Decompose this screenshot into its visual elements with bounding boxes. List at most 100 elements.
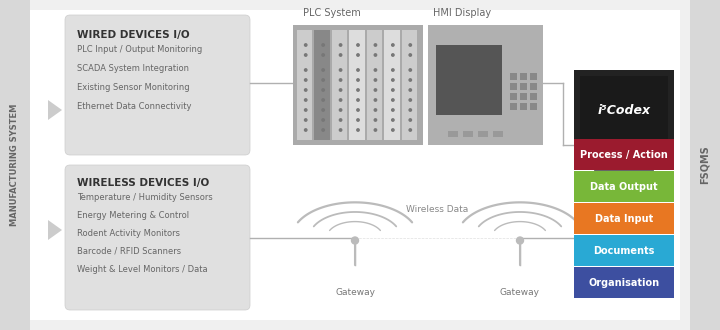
Bar bbox=[510, 73, 517, 80]
Circle shape bbox=[374, 79, 377, 81]
Text: Process / Action: Process / Action bbox=[580, 150, 668, 160]
Circle shape bbox=[409, 89, 412, 91]
Bar bbox=[574, 139, 674, 170]
Bar bbox=[530, 73, 537, 80]
Circle shape bbox=[409, 69, 412, 71]
Circle shape bbox=[392, 69, 394, 71]
Circle shape bbox=[322, 129, 324, 131]
Bar bbox=[520, 103, 527, 110]
Circle shape bbox=[357, 129, 359, 131]
Bar bbox=[530, 103, 537, 110]
Circle shape bbox=[322, 79, 324, 81]
Circle shape bbox=[374, 99, 377, 101]
Bar bbox=[478, 131, 488, 137]
Circle shape bbox=[392, 99, 394, 101]
Circle shape bbox=[339, 119, 342, 121]
Ellipse shape bbox=[594, 163, 654, 177]
Circle shape bbox=[392, 79, 394, 81]
Circle shape bbox=[339, 89, 342, 91]
Polygon shape bbox=[647, 155, 661, 175]
Circle shape bbox=[374, 129, 377, 131]
Circle shape bbox=[516, 237, 523, 244]
Bar bbox=[366, 30, 382, 140]
Circle shape bbox=[305, 99, 307, 101]
Circle shape bbox=[409, 109, 412, 111]
Text: Ethernet Data Connectivity: Ethernet Data Connectivity bbox=[77, 102, 192, 111]
Circle shape bbox=[305, 44, 307, 46]
Bar bbox=[574, 203, 674, 234]
Text: HMI Display: HMI Display bbox=[433, 8, 491, 18]
Text: Data Input: Data Input bbox=[595, 214, 653, 224]
Circle shape bbox=[305, 54, 307, 56]
Circle shape bbox=[409, 99, 412, 101]
Bar bbox=[510, 103, 517, 110]
Bar bbox=[520, 93, 527, 100]
Text: Temperature / Humidity Sensors: Temperature / Humidity Sensors bbox=[77, 193, 212, 202]
Bar bbox=[448, 131, 458, 137]
Bar bbox=[315, 30, 330, 140]
Text: Wireless Data: Wireless Data bbox=[406, 206, 468, 214]
Text: Gateway: Gateway bbox=[500, 288, 540, 297]
Text: Weight & Level Monitors / Data: Weight & Level Monitors / Data bbox=[77, 265, 207, 274]
Circle shape bbox=[374, 119, 377, 121]
Bar bbox=[530, 83, 537, 90]
Circle shape bbox=[339, 79, 342, 81]
Bar bbox=[297, 30, 312, 140]
Circle shape bbox=[351, 237, 359, 244]
Circle shape bbox=[374, 44, 377, 46]
Text: Rodent Activity Monitors: Rodent Activity Monitors bbox=[77, 229, 180, 238]
Circle shape bbox=[374, 89, 377, 91]
Circle shape bbox=[339, 99, 342, 101]
Circle shape bbox=[374, 69, 377, 71]
Polygon shape bbox=[48, 100, 62, 120]
Text: FSQMS: FSQMS bbox=[700, 146, 710, 184]
Circle shape bbox=[339, 54, 342, 56]
Bar bbox=[510, 93, 517, 100]
Bar bbox=[520, 83, 527, 90]
Circle shape bbox=[409, 129, 412, 131]
Bar bbox=[574, 235, 674, 266]
Circle shape bbox=[322, 89, 324, 91]
Text: PLC System: PLC System bbox=[303, 8, 361, 18]
Circle shape bbox=[409, 44, 412, 46]
Bar bbox=[510, 83, 517, 90]
Bar bbox=[579, 173, 659, 185]
Circle shape bbox=[392, 119, 394, 121]
Text: SCADA System Integration: SCADA System Integration bbox=[77, 64, 189, 73]
Text: MANUFACTURING SYSTEM: MANUFACTURING SYSTEM bbox=[11, 104, 19, 226]
Ellipse shape bbox=[659, 174, 673, 184]
Bar bbox=[493, 131, 503, 137]
Bar bbox=[463, 131, 473, 137]
Bar bbox=[520, 73, 527, 80]
Text: Barcode / RFID Scanners: Barcode / RFID Scanners bbox=[77, 247, 181, 256]
Circle shape bbox=[357, 79, 359, 81]
Text: i⁵Codex: i⁵Codex bbox=[598, 104, 651, 116]
Circle shape bbox=[322, 99, 324, 101]
Circle shape bbox=[305, 79, 307, 81]
Circle shape bbox=[339, 129, 342, 131]
Bar bbox=[384, 30, 400, 140]
Circle shape bbox=[357, 119, 359, 121]
Bar bbox=[0, 0, 30, 330]
Bar bbox=[530, 93, 537, 100]
Circle shape bbox=[322, 54, 324, 56]
Text: Documents: Documents bbox=[593, 246, 654, 256]
Bar bbox=[332, 30, 347, 140]
Circle shape bbox=[305, 119, 307, 121]
Circle shape bbox=[357, 99, 359, 101]
Text: Organisation: Organisation bbox=[588, 278, 660, 288]
Circle shape bbox=[392, 129, 394, 131]
Bar bbox=[349, 30, 365, 140]
Circle shape bbox=[357, 89, 359, 91]
Bar bbox=[574, 70, 674, 150]
Bar bbox=[402, 30, 417, 140]
Circle shape bbox=[357, 109, 359, 111]
Circle shape bbox=[392, 109, 394, 111]
Circle shape bbox=[374, 54, 377, 56]
Circle shape bbox=[305, 89, 307, 91]
Text: Gateway: Gateway bbox=[335, 288, 375, 297]
Circle shape bbox=[357, 44, 359, 46]
Text: Data Output: Data Output bbox=[590, 182, 658, 192]
Circle shape bbox=[357, 69, 359, 71]
Text: WIRED DEVICES I/O: WIRED DEVICES I/O bbox=[77, 30, 189, 40]
